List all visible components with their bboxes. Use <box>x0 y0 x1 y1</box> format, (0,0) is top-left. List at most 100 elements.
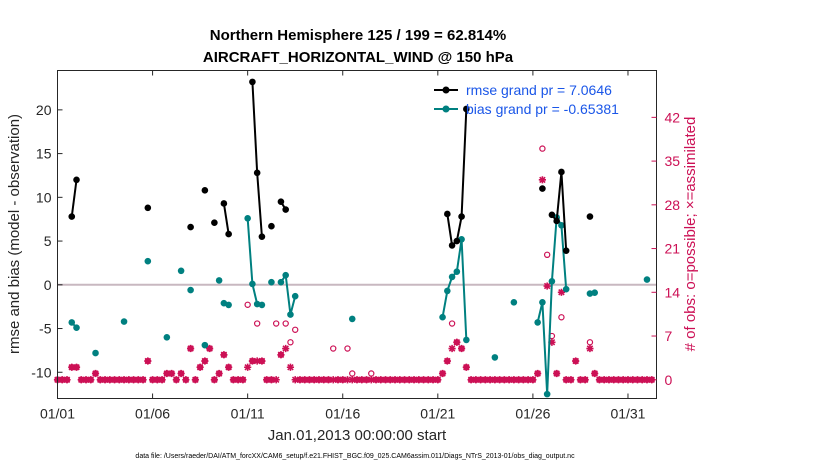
bias-point <box>163 333 171 341</box>
obs-possible-marker <box>558 314 565 321</box>
obs-assimilated-marker <box>258 357 266 365</box>
bias-point <box>68 319 76 326</box>
obs-assimilated-marker <box>348 376 356 384</box>
y-right-tick-label: 28 <box>665 197 681 213</box>
y-axis-right-label: # of obs: o=possible; ×=assimilated <box>682 117 699 352</box>
y-left-tick-label: 5 <box>44 233 52 249</box>
obs-assimilated-marker <box>576 376 585 384</box>
obs-possible-marker <box>368 370 375 377</box>
rmse-line-segment <box>222 203 230 235</box>
obs-assimilated-marker <box>239 376 247 384</box>
obs-assimilated-marker <box>296 376 304 384</box>
bias-point <box>287 311 294 318</box>
obs-assimilated-group <box>53 176 656 384</box>
x-tick-label: 01/16 <box>325 406 360 422</box>
obs-assimilated-marker <box>591 369 599 378</box>
rmse-point <box>448 242 456 249</box>
obs-assimilated-marker <box>505 376 513 384</box>
obs-assimilated-marker <box>120 376 128 384</box>
rmse-point <box>73 176 80 184</box>
rmse-point <box>453 237 461 245</box>
right-y-axis-ticks: 0 7 14 21 28 35 42 <box>651 109 681 388</box>
obs-assimilated-marker <box>91 369 100 378</box>
obs-assimilated-marker <box>87 376 95 384</box>
obs-assimilated-marker <box>367 376 375 384</box>
bias-point <box>215 277 223 284</box>
rmse-point <box>68 213 76 220</box>
x-axis-label: Jan.01,2013 00:00:00 start <box>268 427 447 444</box>
obs-assimilated-marker <box>324 376 333 384</box>
obs-assimilated-marker <box>267 376 276 384</box>
obs-possible-marker <box>244 301 251 308</box>
obs-assimilated-marker <box>581 376 589 384</box>
obs-assimilated-marker <box>310 376 318 384</box>
bias-point <box>268 278 275 286</box>
obs-assimilated-marker <box>624 376 632 384</box>
obs-assimilated-marker <box>377 376 385 384</box>
obs-assimilated-marker <box>206 344 214 353</box>
chart-subtitle: AIRCRAFT_HORIZONTAL_WIND @ 150 hPa <box>203 49 514 66</box>
obs-assimilated-marker <box>58 376 66 384</box>
obs-assimilated-marker <box>201 357 209 365</box>
obs-assimilated-marker <box>629 376 637 384</box>
rmse-point <box>282 206 289 213</box>
y-left-tick-label: 20 <box>36 102 52 118</box>
obs-assimilated-marker <box>253 357 261 365</box>
bias-series-group <box>68 214 651 398</box>
bias-point <box>463 336 470 344</box>
obs-assimilated-marker <box>353 376 361 384</box>
obs-assimilated-marker <box>415 376 423 384</box>
obs-assimilated-marker <box>638 376 646 384</box>
obs-assimilated-marker <box>548 338 556 346</box>
rmse-point <box>586 213 594 220</box>
data-file-footer: data file: /Users/raeder/DAI/ATM_forcXX/… <box>135 453 575 460</box>
bias-point <box>643 276 651 283</box>
plot-area <box>57 70 657 399</box>
obs-assimilated-marker <box>301 376 309 384</box>
obs-assimilated-marker <box>329 376 337 384</box>
obs-assimilated-marker <box>524 376 532 384</box>
obs-assimilated-marker <box>486 376 494 384</box>
obs-assimilated-marker <box>139 376 147 384</box>
rmse-point <box>211 219 218 226</box>
obs-assimilated-marker <box>619 376 627 384</box>
obs-assimilated-marker <box>600 376 608 384</box>
obs-assimilated-marker <box>572 357 580 365</box>
obs-assimilated-marker <box>567 376 575 384</box>
x-tick-label: 01/21 <box>420 406 455 422</box>
bias-line-segment <box>280 274 297 316</box>
obs-assimilated-marker <box>291 376 299 384</box>
rmse-point <box>249 78 256 86</box>
x-tick-label: 01/11 <box>231 406 265 422</box>
obs-assimilated-marker <box>163 369 171 378</box>
obs-assimilated-marker <box>481 376 489 384</box>
obs-assimilated-marker <box>210 376 218 384</box>
bias-point <box>453 268 461 275</box>
obs-assimilated-marker <box>134 376 142 384</box>
bias-point <box>277 278 285 286</box>
legend-bias-marker <box>442 105 450 113</box>
x-tick-label: 01/31 <box>610 406 645 422</box>
bias-line-segment <box>441 238 468 340</box>
bias-point <box>558 222 565 229</box>
obs-assimilated-marker <box>610 376 618 384</box>
obs-possible-marker <box>344 345 351 352</box>
rmse-point <box>548 211 556 219</box>
obs-assimilated-marker <box>215 369 223 378</box>
rmse-point <box>253 169 261 177</box>
obs-assimilated-marker <box>72 363 81 371</box>
obs-assimilated-marker <box>129 376 138 384</box>
bias-point <box>92 349 99 357</box>
obs-assimilated-marker <box>182 376 190 384</box>
bias-point <box>258 301 266 309</box>
bias-point <box>244 215 251 222</box>
obs-assimilated-marker <box>448 344 456 353</box>
obs-assimilated-marker <box>277 351 285 359</box>
obs-assimilated-marker <box>187 344 195 353</box>
obs-assimilated-marker <box>334 376 342 384</box>
obs-assimilated-marker <box>605 376 613 384</box>
obs-assimilated-marker <box>472 376 480 384</box>
bias-point <box>491 354 499 361</box>
obs-assimilated-marker <box>125 376 133 384</box>
obs-assimilated-marker <box>410 376 418 384</box>
